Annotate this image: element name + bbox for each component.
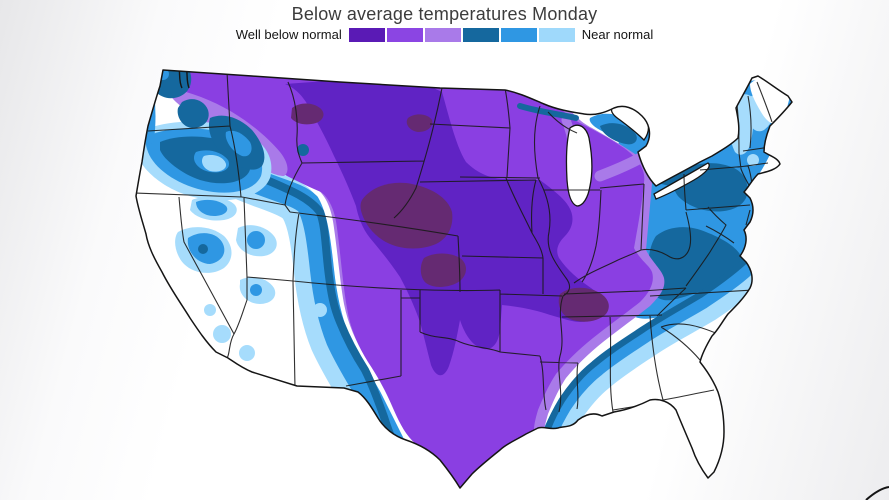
lake-michigan xyxy=(565,124,593,207)
legend-label-right: Near normal xyxy=(581,27,654,42)
newmexico-lightblue-spot xyxy=(313,303,327,317)
long-island xyxy=(745,185,769,196)
puget-sound-inlets xyxy=(177,70,190,89)
legend-swatch-3 xyxy=(424,27,461,42)
southeast-band-lightblue xyxy=(543,257,771,452)
michigan-north-teal xyxy=(600,123,637,145)
utah-arizona-midblue xyxy=(250,284,262,296)
legend-swatch-2 xyxy=(386,27,423,42)
plum-blob-montana-north xyxy=(291,103,324,125)
us-coastline-outline xyxy=(135,69,793,489)
legend-swatch-5 xyxy=(500,27,537,42)
legend-label-left: Well below normal xyxy=(235,27,342,42)
legend-swatch-1 xyxy=(348,27,385,42)
legend-color-scale xyxy=(348,27,575,42)
massachusetts-lightblue-spot xyxy=(747,154,759,166)
arizona-west-lightblue xyxy=(204,304,216,316)
lake-erie xyxy=(653,162,710,200)
central-nevada-teal-dot xyxy=(198,244,208,254)
north-nevada-midblue xyxy=(196,199,228,216)
plum-blob-colorado-kansas xyxy=(420,253,466,287)
oregon-inner-lightblue xyxy=(202,154,227,172)
arizona-south-lightblue xyxy=(239,345,255,361)
washington-cascades-teal xyxy=(177,99,209,128)
cuba-coastline-fragment xyxy=(865,486,889,500)
legend-swatch-6 xyxy=(538,27,575,42)
southeast-band-midblue xyxy=(542,256,760,441)
plum-blob-arkansas-missouri xyxy=(558,287,609,322)
washington-northwest-teal xyxy=(148,70,192,99)
legend-swatch-4 xyxy=(462,27,499,42)
utah-west-midblue xyxy=(247,231,265,249)
arizona-central-lightblue xyxy=(213,325,231,343)
plum-blob-montana-east xyxy=(406,114,433,132)
temperature-legend: Well below normal Near normal xyxy=(0,27,889,42)
map-header: Below average temperatures Monday Well b… xyxy=(0,3,889,42)
page-title: Below average temperatures Monday xyxy=(291,4,598,24)
plum-blob-wyoming-nebraska xyxy=(360,182,453,249)
state-borders xyxy=(136,71,773,413)
montana-teal-spot xyxy=(297,144,309,156)
